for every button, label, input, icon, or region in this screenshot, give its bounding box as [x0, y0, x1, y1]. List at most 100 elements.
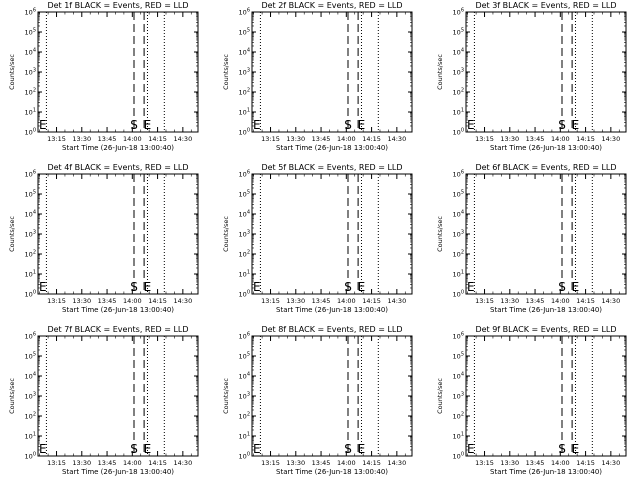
y-tick-label: 105 [239, 190, 250, 199]
y-tick-label: 100 [25, 128, 36, 137]
y-axis-label: Counts/sec [436, 216, 444, 252]
x-tick-label: 13:45 [526, 297, 545, 305]
y-tick-label: 101 [25, 108, 36, 117]
plot-frame [37, 11, 199, 133]
x-tick-label: 13:15 [475, 297, 494, 305]
marker-e-label: E [572, 118, 580, 132]
x-tick-label: 14:00 [551, 297, 570, 305]
panel-title: Det 2f BLACK = Events, RED = LLD [261, 1, 402, 10]
marker-s-label: S [558, 442, 566, 456]
y-tick-label: 105 [25, 28, 36, 37]
y-tick-label: 102 [25, 250, 36, 259]
y-axis-label: Counts/sec [436, 54, 444, 90]
y-tick-label: 104 [453, 210, 464, 219]
detector-panel-8: Det 8f BLACK = Events, RED = LLD 100 101 10… [222, 325, 413, 476]
detector-panel-1: Det 1f BLACK = Events, RED = LLD 100 101 10… [8, 1, 199, 152]
x-tick-label: 13:45 [526, 135, 545, 143]
marker-e-label: E [144, 442, 152, 456]
x-axis-label: Start Time (26-Jun-18 13:00:40) [276, 144, 388, 152]
y-tick-label: 106 [239, 332, 250, 341]
x-tick-label: 14:15 [148, 135, 167, 143]
y-tick-label: 101 [239, 270, 250, 279]
x-tick-label: 14:15 [362, 459, 381, 467]
y-tick-label: 100 [453, 290, 464, 299]
marker-e-label: E [253, 280, 261, 294]
y-tick-label: 105 [25, 352, 36, 361]
y-tick-label: 106 [453, 8, 464, 17]
x-tick-label: 14:30 [387, 459, 406, 467]
marker-s-label: S [130, 280, 138, 294]
x-axis-label: Start Time (26-Jun-18 13:00:40) [62, 144, 174, 152]
y-tick-label: 104 [25, 48, 36, 57]
y-tick-label: 103 [453, 392, 464, 401]
x-tick-label: 14:30 [601, 297, 620, 305]
detector-panel-5: Det 5f BLACK = Events, RED = LLD 100 101 10… [222, 163, 413, 314]
marker-e-label: E [358, 280, 366, 294]
x-tick-label: 14:00 [123, 297, 142, 305]
marker-e-label: E [39, 442, 47, 456]
detector-panel-4: Det 4f BLACK = Events, RED = LLD 100 101 10… [8, 163, 199, 314]
detector-panel-2: Det 2f BLACK = Events, RED = LLD 100 101 10… [222, 1, 413, 152]
x-tick-label: 14:30 [387, 297, 406, 305]
plot-frame [465, 335, 627, 457]
x-axis-label: Start Time (26-Jun-18 13:00:40) [62, 468, 174, 476]
marker-e-label: E [467, 280, 475, 294]
x-tick-label: 13:15 [261, 459, 280, 467]
y-tick-label: 102 [453, 88, 464, 97]
x-tick-label: 13:30 [500, 135, 519, 143]
x-tick-label: 14:00 [123, 135, 142, 143]
marker-s-label: S [558, 280, 566, 294]
x-tick-label: 14:15 [576, 297, 595, 305]
marker-e-label: E [253, 118, 261, 132]
marker-e-label: E [144, 280, 152, 294]
marker-e-label: E [358, 118, 366, 132]
x-tick-label: 13:45 [312, 135, 331, 143]
x-tick-label: 14:30 [601, 459, 620, 467]
marker-s-label: S [344, 118, 352, 132]
y-axis-label: Counts/sec [222, 54, 230, 90]
x-tick-label: 13:15 [475, 135, 494, 143]
panel-title: Det 1f BLACK = Events, RED = LLD [47, 1, 188, 10]
marker-s-label: S [558, 118, 566, 132]
x-axis-label: Start Time (26-Jun-18 13:00:40) [62, 306, 174, 314]
y-tick-label: 100 [239, 290, 250, 299]
y-axis-label: Counts/sec [8, 54, 16, 90]
x-tick-label: 13:15 [47, 297, 66, 305]
detector-panel-6: Det 6f BLACK = Events, RED = LLD 100 101 10… [436, 163, 627, 314]
y-tick-label: 102 [25, 88, 36, 97]
x-tick-label: 14:30 [601, 135, 620, 143]
marker-s-label: S [344, 280, 352, 294]
x-tick-label: 14:30 [173, 297, 192, 305]
y-axis-label: Counts/sec [222, 216, 230, 252]
panel-title: Det 9f BLACK = Events, RED = LLD [475, 325, 616, 334]
y-tick-label: 103 [453, 68, 464, 77]
y-axis-label: Counts/sec [8, 216, 16, 252]
x-tick-label: 14:00 [337, 135, 356, 143]
y-axis-label: Counts/sec [222, 378, 230, 414]
marker-e-label: E [572, 442, 580, 456]
y-tick-label: 101 [453, 270, 464, 279]
y-tick-label: 105 [25, 190, 36, 199]
marker-e-label: E [572, 280, 580, 294]
y-tick-label: 103 [239, 392, 250, 401]
y-tick-label: 104 [239, 48, 250, 57]
y-tick-label: 100 [453, 128, 464, 137]
y-tick-label: 102 [25, 412, 36, 421]
x-tick-label: 14:00 [337, 297, 356, 305]
plot-frame [37, 173, 199, 295]
y-tick-label: 103 [239, 230, 250, 239]
y-tick-label: 104 [239, 210, 250, 219]
x-tick-label: 14:30 [173, 459, 192, 467]
y-tick-label: 106 [453, 170, 464, 179]
x-tick-label: 14:00 [337, 459, 356, 467]
plot-frame [37, 335, 199, 457]
x-tick-label: 14:15 [362, 135, 381, 143]
y-tick-label: 106 [25, 332, 36, 341]
marker-e-label: E [144, 118, 152, 132]
x-axis-label: Start Time (26-Jun-18 13:00:40) [276, 468, 388, 476]
marker-s-label: S [130, 118, 138, 132]
y-tick-label: 103 [453, 230, 464, 239]
x-tick-label: 14:15 [148, 297, 167, 305]
marker-s-label: S [130, 442, 138, 456]
